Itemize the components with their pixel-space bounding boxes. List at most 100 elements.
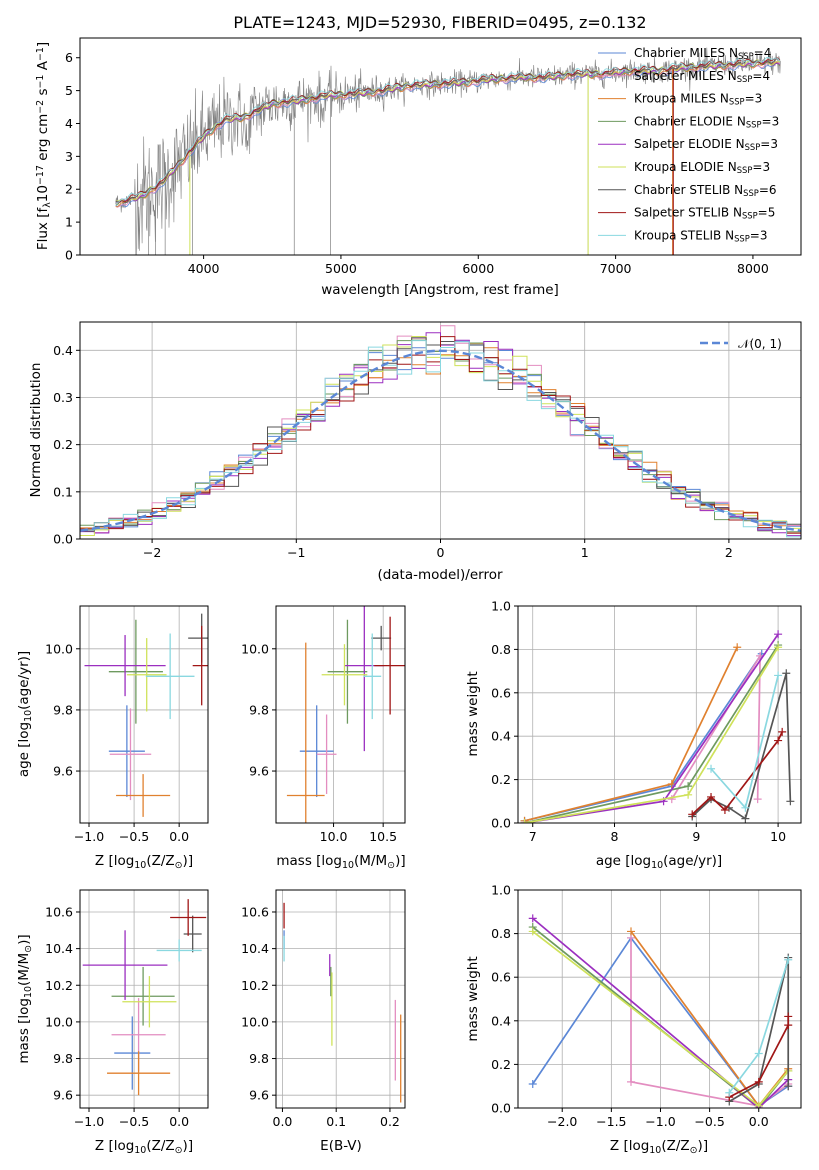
x-tick-label: 0.0 — [169, 1114, 189, 1129]
spectrum-panel: 4000 5000 6000 7000 8000 0 1 2 3 4 5 6 — [65, 37, 802, 276]
weight-point-marker — [520, 819, 529, 823]
age-mass-xlabel: mass [log10(M/M⊙)] — [276, 853, 405, 871]
x-tick-label: 10.0 — [320, 829, 348, 844]
errorbar-point — [374, 616, 405, 715]
y-tick-label: 9.8 — [53, 702, 73, 717]
weight-point-marker — [667, 779, 676, 788]
mass-z-xlabel-part: )] — [183, 1138, 194, 1154]
weight-z-ylabel-group: mass weight — [465, 956, 481, 1041]
legend-n-prefix: N — [737, 114, 746, 128]
y-tick-label: 10.2 — [241, 978, 269, 993]
x-tick-label: −0.5 — [119, 829, 149, 844]
weight-z-ylabel: mass weight — [465, 956, 481, 1041]
y-tick-label: 10.6 — [45, 904, 73, 919]
y-tick-label: 0.8 — [491, 642, 511, 657]
legend-equals: = — [745, 92, 755, 106]
legend-entry: Chabrier MILES NSSP=4 — [634, 46, 771, 61]
age_vs_mass-plot-area — [286, 606, 405, 823]
errorbar-point — [327, 619, 368, 724]
y-tick-label: 9.6 — [53, 764, 73, 779]
errorbar-point — [170, 899, 207, 936]
legend-n-value: 3 — [760, 228, 768, 242]
y-tick-label: 0.0 — [53, 532, 73, 547]
weight-point-marker — [688, 810, 697, 819]
mass-z-ylabel-part: (M/M — [16, 953, 32, 986]
legend-equals: = — [762, 114, 772, 128]
weight-point-marker — [774, 643, 783, 652]
y-tick-label: 6 — [65, 50, 73, 65]
legend-entry: Salpeter MILES NSSP=4 — [634, 69, 770, 84]
y-tick-label: 4 — [65, 116, 73, 131]
y-tick-label: 0 — [65, 248, 73, 263]
errorbar-point — [126, 638, 167, 712]
mass_vs_ebv-frame — [275, 889, 406, 1109]
weight_vs_age-panel: 7 8 9 10 0.0 0.2 0.4 0.6 0.8 1.0 — [491, 599, 802, 844]
errorbar-point — [108, 619, 163, 724]
errorbar-point — [111, 966, 175, 1026]
model-spectrum-line — [115, 56, 781, 204]
residuals-panel: −2 −1 0 1 2 0.0 0.1 0.2 0.3 0.4 — [53, 321, 802, 560]
y-tick-label: 10.2 — [45, 978, 73, 993]
legend-model-name: Salpeter STELIB — [634, 206, 729, 220]
legend-equals: = — [752, 160, 762, 174]
weight-point-marker — [774, 671, 783, 680]
legend-n-prefix: N — [728, 69, 737, 83]
weight-point-marker — [754, 1049, 763, 1058]
y-tick-label: 0.0 — [491, 816, 511, 831]
spectrum-legend: Chabrier MILES NSSP=4 Salpeter MILES NSSP… — [598, 46, 779, 244]
legend-n-sub: SSP — [742, 211, 758, 221]
errorbar-point — [145, 633, 195, 720]
x-tick-label: −1.5 — [596, 1114, 626, 1129]
y-tick-label: 9.8 — [53, 1051, 73, 1066]
weight-series-line — [532, 917, 789, 1108]
x-tick-label: −1.0 — [74, 1114, 104, 1129]
legend-equals: = — [754, 46, 764, 60]
y-tick-label: 0.2 — [53, 437, 73, 452]
y-tick-label: 9.6 — [53, 1088, 73, 1103]
weight-point-marker — [784, 1082, 793, 1091]
y-tick-label: 0.3 — [53, 390, 73, 405]
age-z-ylabel-group: age [log10(age/yr)] — [16, 651, 34, 777]
y-tick-label: 10.0 — [45, 1014, 73, 1029]
weight-point-marker — [786, 797, 795, 806]
y-tick-label: 10.4 — [45, 941, 73, 956]
legend-model-name: Chabrier STELIB — [634, 183, 730, 197]
legend-equals: = — [759, 183, 769, 197]
age-mass-xlabel-part: (M/M — [354, 853, 387, 869]
age-z-xlabel-part: 10 — [134, 860, 146, 871]
x-tick-label: 4000 — [188, 261, 220, 276]
spectrum-ylabel-group: Flux [fλ10−17 erg cm−2 s−1 A−1] — [35, 42, 53, 250]
weight-point-marker — [720, 805, 729, 814]
errorbar-point — [321, 644, 368, 706]
x-tick-label: 5000 — [325, 261, 357, 276]
spectrum-ylabel-part: −17 — [35, 165, 46, 185]
legend-n-sub: SSP — [737, 165, 753, 175]
legend-entry: Kroupa MILES NSSP=3 — [634, 92, 762, 107]
weight-point-marker — [627, 927, 636, 936]
errorbar-point — [286, 642, 325, 823]
weight-point-marker — [741, 803, 750, 812]
legend-model-name: Kroupa STELIB — [634, 228, 721, 242]
weight-series-line — [532, 936, 789, 1107]
legend-n-value: 4 — [764, 46, 772, 60]
spectrum-ylabel-part: λ — [42, 202, 53, 208]
x-tick-label: −1.0 — [645, 1114, 675, 1129]
x-tick-label: −2 — [143, 545, 161, 560]
y-tick-label: 10.0 — [45, 641, 73, 656]
age_vs_Z-panel: −1.0 −0.5 0.0 9.6 9.8 10.0 — [45, 605, 209, 844]
weight-age-ylabel-group: mass weight — [465, 671, 481, 756]
weight-point-marker — [684, 790, 693, 799]
weight-point-marker — [725, 1088, 734, 1097]
weight-series-line — [524, 644, 779, 823]
legend-equals: = — [758, 206, 768, 220]
weight-z-xlabel-part: )] — [698, 1138, 709, 1154]
legend-n-sub: SSP — [745, 143, 761, 153]
spectrum-ylabel-part: −1 — [35, 75, 46, 89]
age_vs_mass-frame — [275, 605, 406, 824]
mass-z-xlabel-part: Z [log — [95, 1138, 134, 1154]
legend-model-name: Chabrier ELODIE — [634, 114, 733, 128]
spectrum-plot-area — [115, 47, 781, 255]
residuals-ylabel-group: Normed distribution — [28, 363, 44, 498]
y-tick-label: 9.8 — [249, 702, 269, 717]
mass-z-ylabel-group: mass [log10(M/M⊙)] — [16, 934, 34, 1063]
